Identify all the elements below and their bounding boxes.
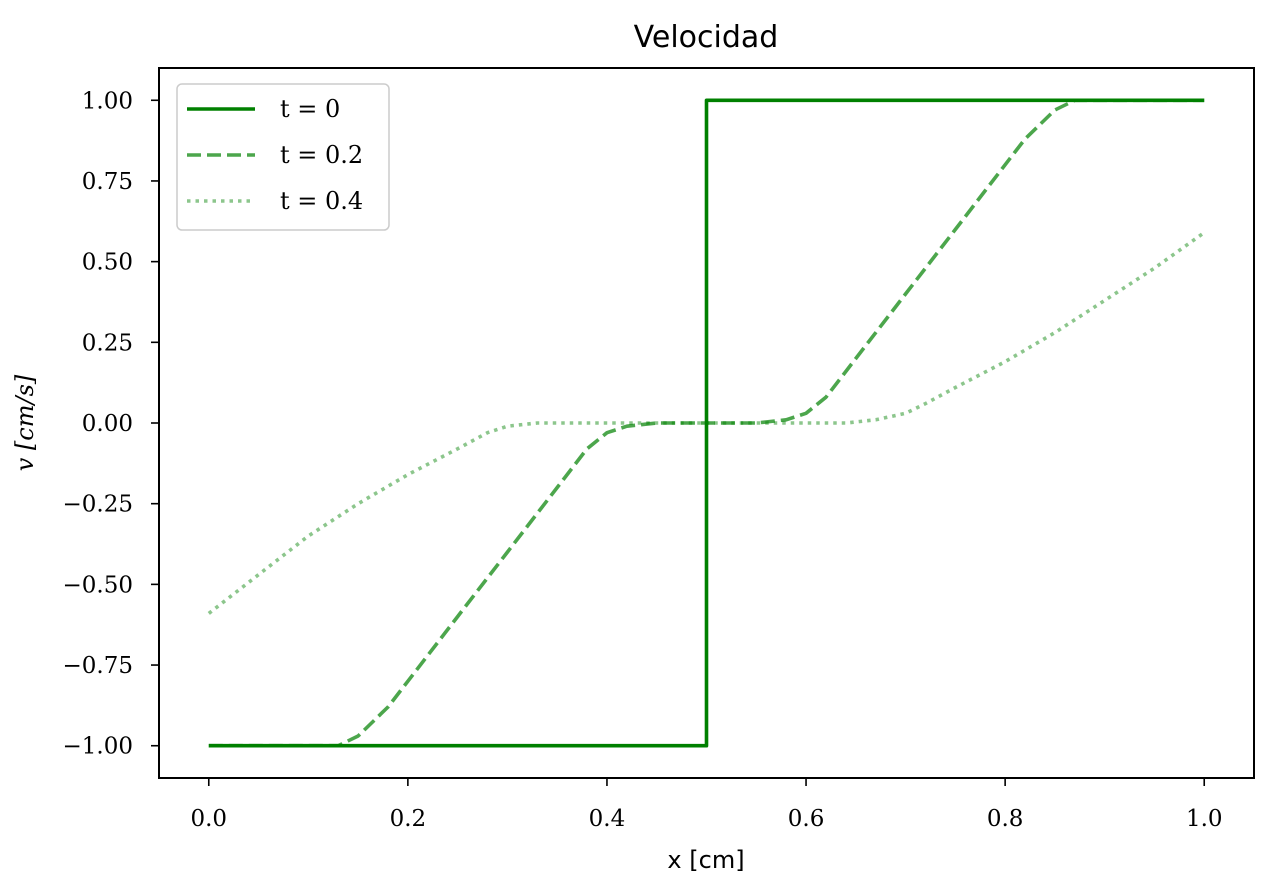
y-tick-label: −0.50 bbox=[63, 572, 133, 598]
x-tick-label: 1.0 bbox=[1186, 806, 1223, 832]
y-tick-label: −1.00 bbox=[63, 734, 133, 760]
x-tick-label: 0.2 bbox=[390, 806, 427, 832]
chart-title: Velocidad bbox=[634, 20, 779, 55]
x-axis-label: x [cm] bbox=[667, 846, 744, 874]
x-tick-label: 0.6 bbox=[788, 806, 825, 832]
legend: t = 0 t = 0.2 t = 0.4 bbox=[176, 83, 390, 231]
y-tick-label: 0.00 bbox=[82, 411, 133, 437]
plot-area bbox=[207, 98, 1206, 748]
y-tick-label: 1.00 bbox=[82, 88, 133, 114]
series-line-3 bbox=[207, 231, 1206, 615]
y-tick-label: −0.25 bbox=[63, 492, 133, 518]
legend-box bbox=[176, 83, 390, 231]
series-line-2 bbox=[208, 98, 1205, 748]
y-tick-label: 0.75 bbox=[82, 169, 133, 195]
y-tick-label: −0.75 bbox=[63, 653, 133, 679]
y-tick-label: 0.50 bbox=[82, 250, 133, 276]
y-axis-label: v [cm/s] bbox=[11, 374, 39, 471]
x-tick-label: 0.4 bbox=[589, 806, 626, 832]
y-tick-label: 0.25 bbox=[82, 330, 133, 356]
legend-label-3: t = 0.4 bbox=[280, 187, 363, 215]
x-tick-label: 0.8 bbox=[987, 806, 1024, 832]
x-tick-label: 0.0 bbox=[190, 806, 227, 832]
legend-label-1: t = 0 bbox=[280, 95, 340, 123]
legend-label-2: t = 0.2 bbox=[280, 141, 363, 169]
axes: 0.0 0.2 0.4 0.6 0.8 1.0 1.00 0.75 0.50 0.25 0.00 −0… bbox=[63, 67, 1255, 832]
